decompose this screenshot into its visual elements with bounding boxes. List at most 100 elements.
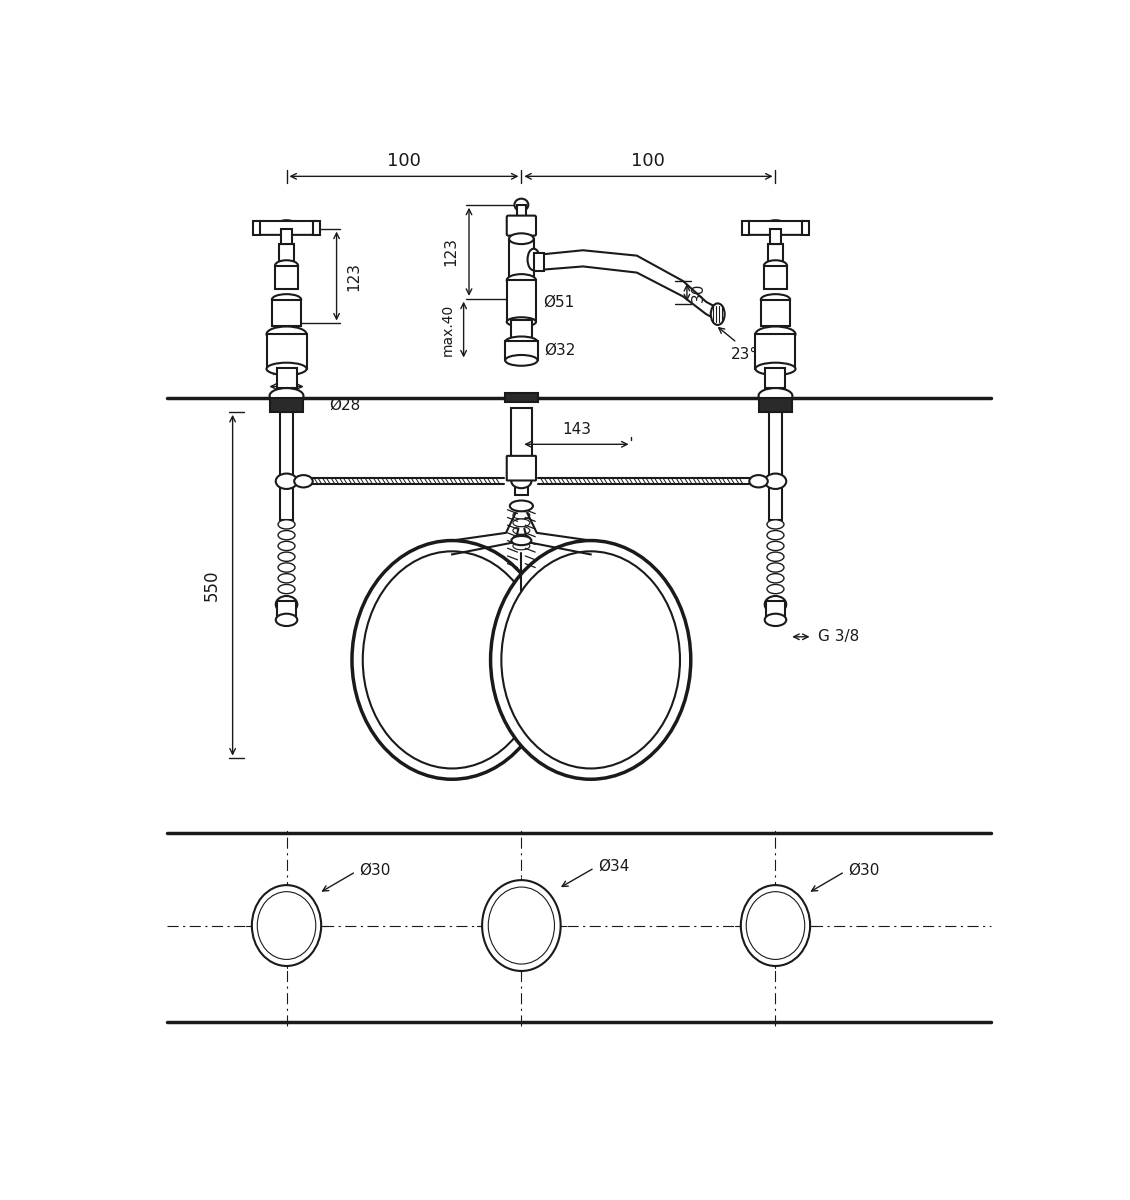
Ellipse shape [267, 362, 306, 374]
Bar [741, 221, 749, 235]
Bar [801, 221, 809, 235]
Bar [280, 412, 293, 481]
Ellipse shape [513, 518, 530, 527]
Text: Ø30: Ø30 [849, 863, 880, 877]
Ellipse shape [506, 274, 536, 287]
Bar [758, 398, 792, 412]
Bar [533, 252, 545, 271]
Ellipse shape [764, 260, 786, 271]
Ellipse shape [506, 317, 536, 326]
Bar [508, 239, 533, 278]
Bar [506, 280, 536, 322]
Ellipse shape [483, 880, 560, 971]
Ellipse shape [272, 294, 302, 305]
Bar [767, 244, 783, 262]
Text: 123: 123 [347, 262, 362, 290]
Bar [279, 244, 294, 262]
Bar [270, 398, 304, 412]
Bar [267, 334, 306, 368]
Ellipse shape [513, 542, 530, 550]
Bar [511, 320, 532, 341]
Ellipse shape [267, 326, 306, 342]
Ellipse shape [278, 574, 295, 583]
Ellipse shape [711, 304, 724, 325]
Text: Ø51: Ø51 [542, 294, 574, 310]
Ellipse shape [767, 552, 784, 562]
Text: Ø32: Ø32 [545, 343, 576, 358]
Ellipse shape [512, 474, 531, 488]
Bar [760, 300, 790, 326]
Ellipse shape [513, 527, 530, 534]
Bar [764, 265, 786, 289]
Bar [275, 265, 298, 289]
Bar [281, 229, 292, 244]
Text: Ø28: Ø28 [329, 397, 360, 413]
Bar [516, 205, 525, 217]
Ellipse shape [767, 574, 784, 583]
Bar [505, 341, 538, 360]
Bar [253, 221, 260, 235]
Bar [515, 478, 528, 496]
Text: max.40: max.40 [441, 304, 455, 355]
Ellipse shape [756, 326, 796, 342]
Bar [313, 221, 321, 235]
Ellipse shape [508, 233, 533, 244]
Bar [511, 408, 532, 458]
FancyBboxPatch shape [506, 216, 536, 235]
Ellipse shape [746, 892, 805, 960]
Ellipse shape [294, 475, 313, 487]
Bar [756, 334, 796, 368]
Ellipse shape [278, 552, 295, 562]
Ellipse shape [278, 520, 295, 529]
Text: 143: 143 [562, 421, 591, 437]
Ellipse shape [767, 530, 784, 540]
Ellipse shape [252, 886, 321, 966]
Bar [770, 481, 782, 520]
Ellipse shape [258, 892, 315, 960]
Ellipse shape [502, 551, 680, 768]
Ellipse shape [513, 534, 530, 542]
Ellipse shape [276, 221, 297, 232]
Text: Ø50: Ø50 [271, 362, 302, 377]
Ellipse shape [765, 613, 786, 626]
Bar [765, 368, 785, 388]
Ellipse shape [505, 355, 538, 366]
Ellipse shape [363, 551, 541, 768]
Ellipse shape [278, 563, 295, 572]
Ellipse shape [276, 474, 297, 488]
Text: 550: 550 [203, 570, 221, 601]
Ellipse shape [275, 260, 298, 271]
Ellipse shape [767, 541, 784, 551]
Text: 100: 100 [632, 152, 666, 170]
Ellipse shape [767, 563, 784, 572]
Bar [770, 412, 782, 481]
Ellipse shape [512, 536, 531, 545]
FancyBboxPatch shape [255, 221, 318, 235]
Text: 23°: 23° [731, 347, 758, 361]
Ellipse shape [760, 294, 790, 305]
Text: G 3/8: G 3/8 [818, 629, 859, 644]
Ellipse shape [505, 336, 538, 347]
Text: Ø34: Ø34 [599, 859, 629, 874]
Ellipse shape [513, 511, 530, 518]
Bar [280, 481, 293, 520]
Ellipse shape [765, 474, 786, 488]
Ellipse shape [278, 530, 295, 540]
Ellipse shape [278, 541, 295, 551]
Ellipse shape [741, 886, 810, 966]
Bar [272, 300, 302, 326]
Text: 30: 30 [690, 283, 706, 302]
Ellipse shape [765, 221, 786, 232]
Bar [766, 601, 784, 620]
FancyBboxPatch shape [745, 221, 807, 235]
Bar [505, 392, 538, 402]
Ellipse shape [490, 540, 690, 779]
Ellipse shape [488, 887, 555, 964]
Ellipse shape [514, 199, 529, 211]
Bar [277, 601, 296, 620]
Ellipse shape [767, 584, 784, 594]
Ellipse shape [276, 596, 297, 613]
Ellipse shape [765, 596, 786, 613]
Ellipse shape [270, 388, 304, 403]
Ellipse shape [276, 613, 297, 626]
